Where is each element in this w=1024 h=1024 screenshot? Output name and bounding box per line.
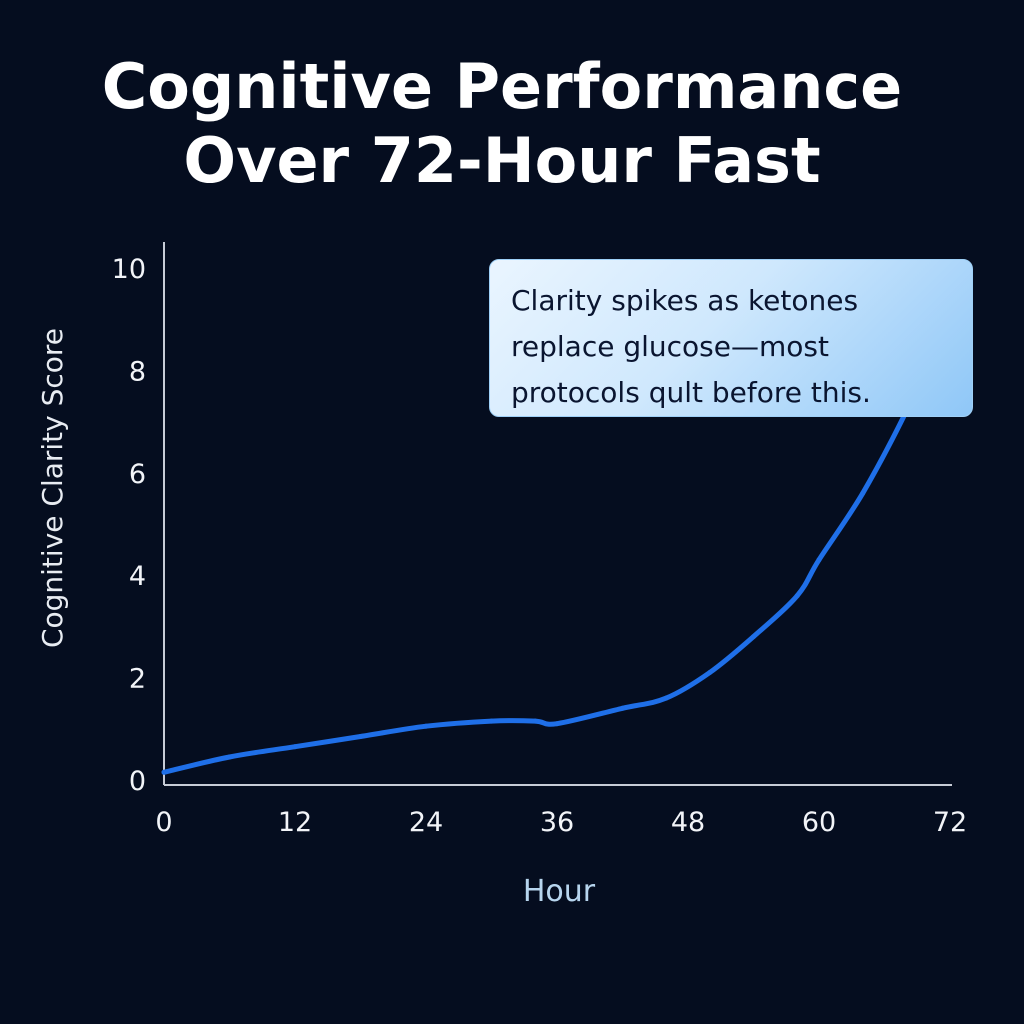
x-tick-label: 36 [540,807,574,838]
data-point [554,721,560,727]
y-tick-labels: 0 2 4 6 8 10 [112,254,146,797]
x-tick-label: 72 [933,807,967,838]
y-tick-label: 4 [129,561,146,592]
x-tick-label: 24 [409,807,443,838]
data-point [292,744,298,750]
data-point [620,705,625,711]
data-point [358,734,363,739]
annotation-line-2: replace glucose—most [511,330,829,363]
chart-title-line-2: Over 72-Hour Fast [183,124,821,197]
y-tick-label: 8 [129,356,146,387]
clarity-series-line [161,321,953,775]
x-tick-label: 0 [155,807,172,838]
x-tick-label: 48 [671,807,705,838]
annotation-callout: Clarity spikes as ketones replace glucos… [489,259,973,417]
y-axis-label: Cognitive Clarity Score [36,328,69,648]
y-tick-label: 0 [129,766,146,797]
chart-title: Cognitive Performance Over 72-Hour Fast [0,50,1004,198]
data-point [816,557,822,563]
chart-title-line-1: Cognitive Performance [101,50,903,123]
data-point [227,754,232,760]
data-point [532,718,538,724]
data-point [707,670,713,675]
data-point [663,695,669,701]
data-point [423,723,429,729]
x-axis-label: Hour [523,874,596,909]
data-point [161,769,167,775]
data-point [751,634,756,640]
data-point [860,490,866,496]
annotation-line-3: protocols qult before this. [511,376,871,409]
x-tick-label: 60 [802,807,836,838]
x-tick-label: 12 [278,807,312,838]
y-tick-label: 6 [129,459,146,490]
data-point [489,718,494,724]
annotation-line-1: Clarity spikes as ketones [511,284,859,317]
data-point [794,593,800,599]
y-tick-label: 10 [112,254,146,285]
x-tick-labels: 0 12 24 36 48 60 72 [155,807,967,838]
y-tick-label: 2 [129,664,146,695]
